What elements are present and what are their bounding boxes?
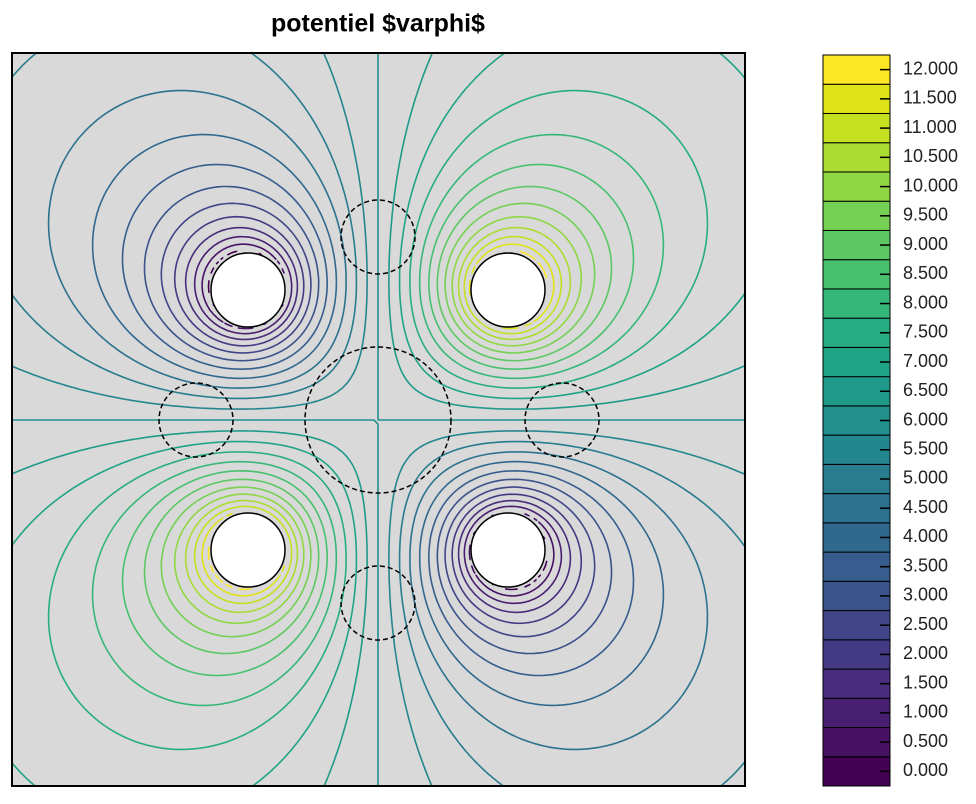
- colorbar-band: [822, 727, 891, 758]
- colorbar-band: [822, 697, 891, 729]
- contour-line: [11, 52, 746, 787]
- region-boundary: [158, 382, 234, 458]
- colorbar-tick-label: 3.000: [903, 585, 948, 605]
- colorbar-tick-label: 8.000: [903, 292, 948, 312]
- colorbar-band: [822, 405, 891, 436]
- colorbar-tick-label: 9.000: [903, 234, 948, 254]
- holes: [210, 252, 546, 588]
- contour-line: [91, 133, 665, 707]
- contour-line: [47, 89, 709, 751]
- colorbar-band: [822, 229, 891, 261]
- colorbar-band: [822, 346, 891, 378]
- colorbar-tick-label: 5.000: [903, 468, 948, 488]
- region-boundary: [340, 565, 416, 641]
- colorbar-band: [822, 463, 891, 495]
- hole: [210, 252, 286, 328]
- contour-line: [184, 226, 572, 614]
- contour-line: [143, 185, 613, 655]
- colorbar-band: [822, 317, 891, 348]
- chart-title: potentiel $varphi$: [271, 10, 485, 38]
- colorbar-tick-label: 10.000: [903, 175, 958, 195]
- colorbar-tick-label: 1.500: [903, 672, 948, 692]
- colorbar-band: [822, 434, 891, 465]
- colorbar-band: [822, 756, 891, 787]
- colorbar-band: [822, 112, 891, 144]
- colorbar-tick-label: 0.500: [903, 731, 948, 751]
- hole: [470, 252, 546, 328]
- contour-line: [143, 185, 613, 655]
- contour-line: [184, 226, 572, 614]
- contour-line: [173, 215, 583, 625]
- colorbar-band: [822, 142, 891, 173]
- plot-frame: [11, 52, 746, 787]
- contour-line: [201, 243, 555, 597]
- colorbar-tick-label: 5.500: [903, 438, 948, 458]
- contour-line: [207, 250, 548, 591]
- colorbar-band: [822, 639, 891, 670]
- hole: [210, 512, 286, 588]
- contour-line: [193, 235, 563, 605]
- contour-line: [207, 250, 548, 591]
- colorbar-tick-label: 12.000: [903, 58, 958, 78]
- colorbar-band: [822, 610, 891, 641]
- colorbar-band: [822, 493, 891, 524]
- colorbar-tick-label: 0.000: [903, 760, 948, 780]
- hole: [470, 512, 546, 588]
- contour-line: [11, 52, 746, 787]
- colorbar-band: [822, 668, 891, 699]
- contour-line: [11, 52, 746, 787]
- colorbar-tick-label: 11.000: [903, 117, 957, 137]
- colorbar-band: [822, 288, 891, 319]
- region-boundary: [524, 382, 600, 458]
- colorbar-band: [822, 171, 891, 202]
- contours: [11, 52, 746, 787]
- contour-line: [11, 52, 746, 787]
- colorbar-tick-label: 7.500: [903, 322, 948, 342]
- contour-line: [47, 89, 709, 751]
- colorbar-tick-label: 3.500: [903, 555, 948, 575]
- colorbar-tick-label: 6.500: [903, 380, 948, 400]
- contour-line: [193, 235, 563, 605]
- colorbar: 0.000 0.500 1.000 1.500 2.000 2.500 3.000 3.500…: [822, 54, 958, 787]
- region-boundary: [340, 199, 416, 275]
- colorbar-band: [822, 580, 891, 612]
- colorbar-tick-label: 7.000: [903, 351, 948, 371]
- colorbar-band: [822, 376, 891, 407]
- contour-line: [160, 202, 596, 638]
- colorbar-band: [822, 259, 891, 290]
- colorbar-tick-label: 1.000: [903, 702, 948, 722]
- colorbar-tick-label: 10.500: [903, 146, 958, 166]
- colorbar-tick-label: 4.000: [903, 526, 948, 546]
- colorbar-tick-label: 4.500: [903, 497, 948, 517]
- colorbar-band: [822, 551, 891, 582]
- colorbar-band: [822, 54, 891, 85]
- colorbar-tick-label: 9.500: [903, 205, 948, 225]
- colorbar-tick-label: 2.000: [903, 643, 948, 663]
- colorbar-tick-label: 8.500: [903, 263, 948, 283]
- colorbar-band: [822, 83, 891, 114]
- geometry: [158, 199, 600, 641]
- colorbar-band: [822, 522, 891, 553]
- contour-line: [121, 163, 635, 677]
- contour-line: [201, 243, 555, 597]
- contour-line: [160, 202, 596, 638]
- contour-line: [121, 163, 635, 677]
- contour-line: [91, 133, 665, 707]
- colorbar-tick-label: 2.500: [903, 614, 948, 634]
- colorbar-band: [822, 200, 891, 231]
- contour-line: [11, 52, 746, 787]
- colorbar-tick-label: 6.000: [903, 409, 948, 429]
- contour-line: [173, 215, 583, 625]
- region-boundary: [304, 346, 452, 494]
- colorbar-tick-label: 11.500: [903, 88, 957, 108]
